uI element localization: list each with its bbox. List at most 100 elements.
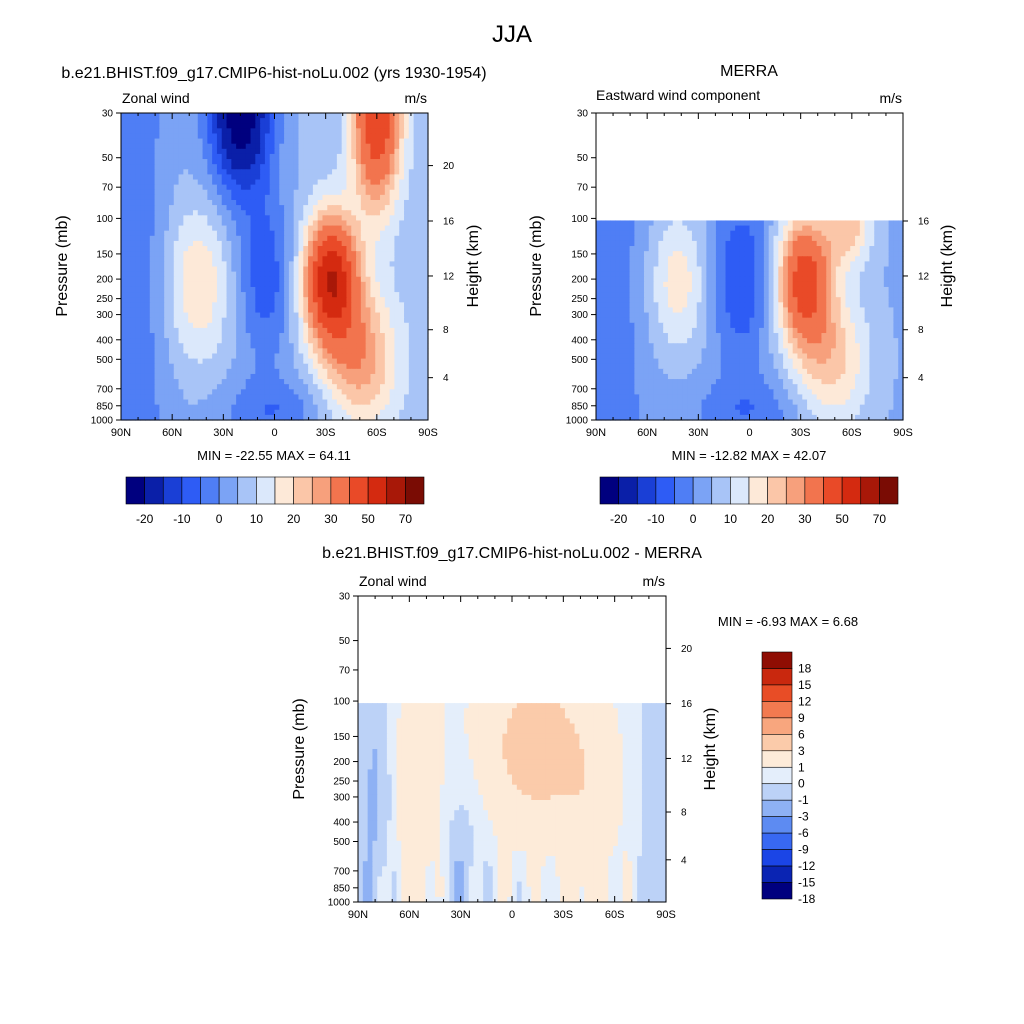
- contour-cell: [327, 389, 333, 396]
- contour-cell: [197, 271, 204, 278]
- contour-cell: [408, 389, 415, 396]
- contour-cell: [322, 174, 328, 181]
- contour-cell: [245, 414, 252, 421]
- contour-cell: [212, 373, 218, 380]
- contour-cell: [389, 220, 396, 227]
- contour-cell: [356, 333, 362, 339]
- contour-cell: [749, 271, 755, 278]
- contour-cell: [308, 409, 314, 416]
- contour-cell: [121, 276, 127, 283]
- contour-cell: [831, 240, 837, 247]
- contour-cell: [749, 261, 755, 268]
- contour-cell: [240, 353, 247, 360]
- contour-cell: [336, 343, 343, 349]
- contour-cell: [173, 123, 180, 129]
- contour-cell: [154, 302, 160, 309]
- contour-cell: [375, 118, 381, 124]
- contour-cell: [720, 256, 727, 262]
- contour-cell: [840, 220, 847, 227]
- contour-cell: [380, 128, 386, 135]
- contour-cell: [389, 194, 396, 201]
- contour-cell: [149, 251, 156, 257]
- contour-cell: [639, 276, 645, 283]
- contour-cell: [121, 210, 127, 216]
- contour-cell: [888, 297, 895, 303]
- contour-cell: [245, 215, 252, 222]
- contour-cell: [121, 230, 127, 237]
- contour-cell: [121, 307, 127, 314]
- contour-cell: [375, 240, 381, 247]
- contour-cell: [188, 358, 194, 365]
- colorbar-label: -20: [136, 512, 154, 526]
- contour-cell: [269, 153, 276, 160]
- contour-cell: [365, 414, 372, 421]
- contour-cell: [826, 281, 832, 288]
- contour-cell: [332, 240, 338, 247]
- contour-cell: [874, 251, 880, 257]
- contour-cell: [221, 225, 228, 232]
- contour-cell: [754, 292, 760, 298]
- contour-cell: [226, 276, 232, 283]
- contour-cell: [293, 379, 300, 385]
- contour-cell: [840, 235, 847, 242]
- contour-cell: [168, 281, 175, 288]
- contour-cell: [183, 399, 189, 406]
- contour-cell: [312, 225, 319, 232]
- contour-cell: [260, 363, 266, 370]
- contour-cell: [399, 143, 405, 150]
- contour-cell: [121, 143, 127, 150]
- contour-cell: [260, 215, 266, 222]
- contour-cell: [869, 225, 875, 232]
- contour-cell: [346, 414, 352, 421]
- contour-cell: [739, 246, 746, 252]
- contour-cell: [888, 225, 895, 232]
- contour-cell: [869, 266, 875, 273]
- contour-cell: [341, 184, 348, 191]
- contour-cell: [274, 348, 280, 355]
- contour-cell: [121, 327, 127, 334]
- contour-cell: [639, 220, 645, 227]
- contour-cell: [346, 363, 352, 370]
- contour-cell: [346, 246, 352, 252]
- contour-cell: [202, 235, 208, 242]
- contour-cell: [783, 230, 789, 237]
- contour-cell: [399, 389, 405, 396]
- contour-cell: [293, 327, 300, 334]
- contour-cell: [399, 343, 405, 349]
- contour-cell: [346, 148, 352, 155]
- contour-cell: [797, 220, 803, 227]
- contour-cell: [696, 276, 703, 283]
- contour-cell: [250, 327, 256, 334]
- contour-cell: [245, 384, 252, 390]
- contour-cell: [197, 348, 204, 355]
- contour-cell: [423, 409, 429, 416]
- contour-cell: [418, 118, 424, 124]
- contour-cell: [212, 368, 218, 375]
- contour-cell: [149, 348, 156, 355]
- contour-cell: [648, 302, 655, 309]
- contour-cell: [327, 363, 333, 370]
- contour-cell: [624, 235, 631, 242]
- contour-cell: [202, 133, 208, 140]
- contour-cell: [236, 133, 242, 140]
- contour-cell: [893, 240, 899, 247]
- contour-cell: [303, 322, 309, 329]
- contour-cell: [240, 153, 247, 160]
- contour-cell: [149, 169, 156, 175]
- colorbar-swatch: [293, 476, 313, 505]
- contour-cell: [351, 348, 357, 355]
- contour-cell: [226, 338, 232, 344]
- contour-cell: [207, 297, 213, 303]
- contour-cell: [312, 302, 319, 309]
- contour-cell: [423, 153, 429, 160]
- contour-cell: [269, 138, 276, 145]
- contour-cell: [658, 220, 664, 227]
- contour-cell: [399, 128, 405, 135]
- contour-cell: [802, 230, 808, 237]
- contour-cell: [380, 205, 386, 211]
- contour-cell: [879, 266, 885, 273]
- contour-cell: [869, 246, 875, 252]
- contour-cell: [274, 333, 280, 339]
- contour-cell: [231, 199, 237, 206]
- contour-cell: [274, 261, 280, 268]
